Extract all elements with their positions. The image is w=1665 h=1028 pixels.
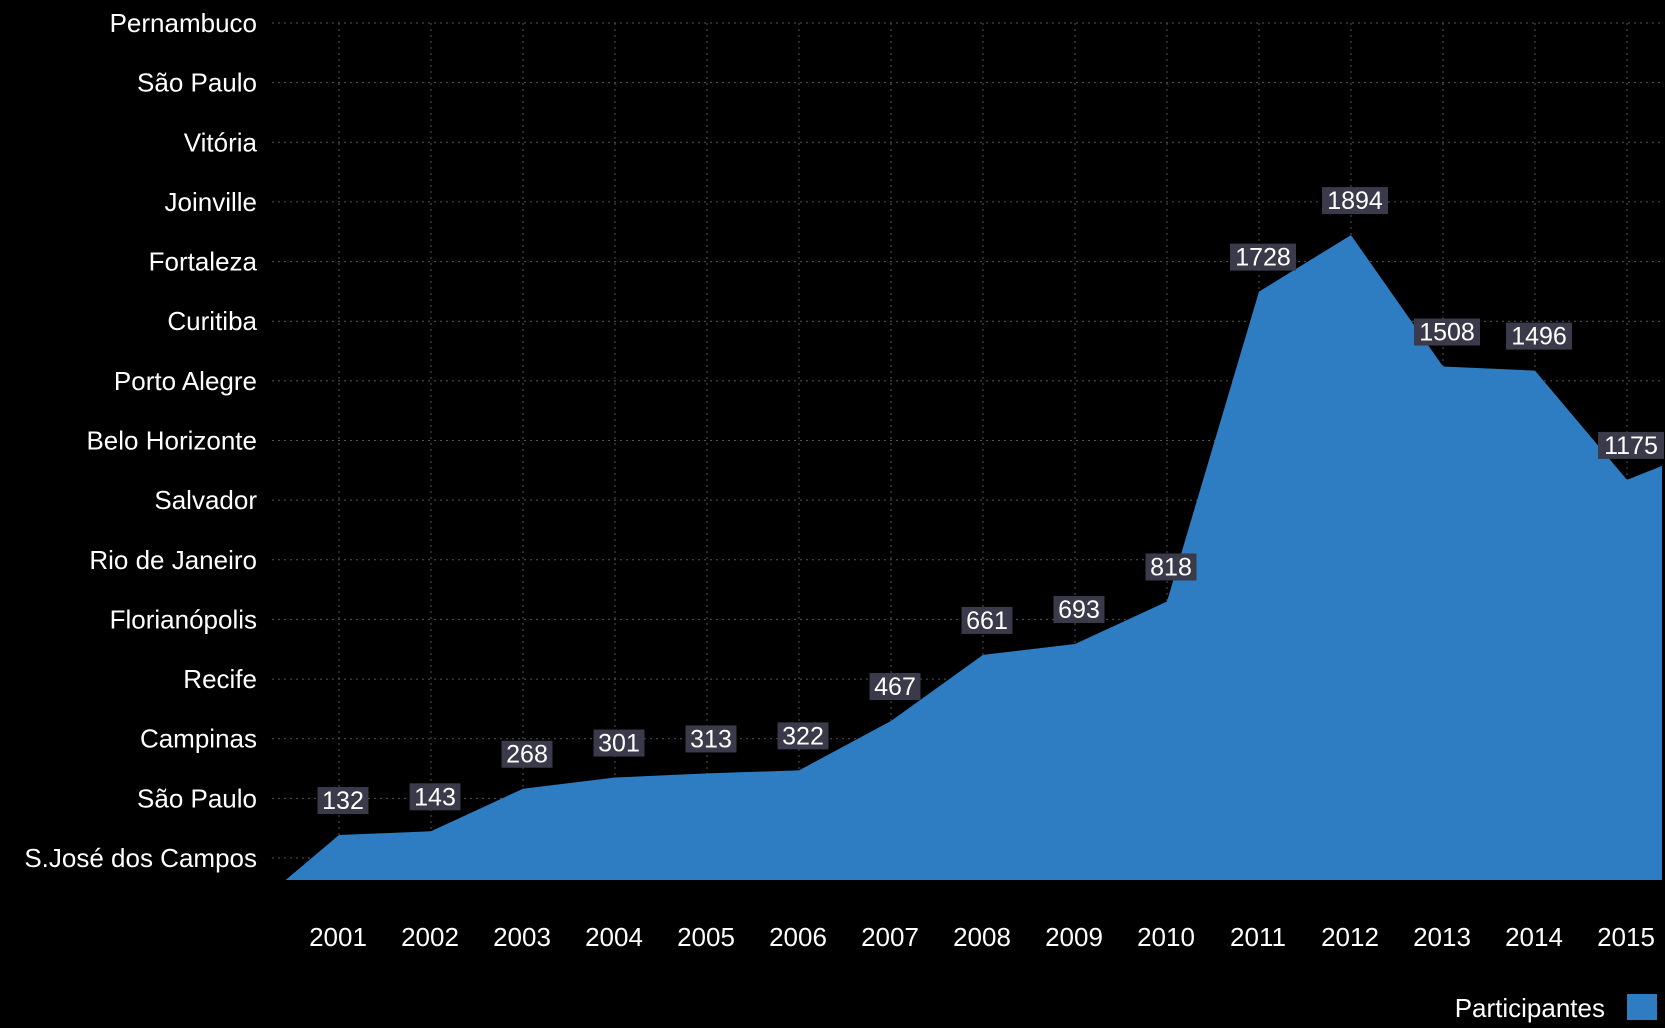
data-label-box xyxy=(1598,431,1664,459)
data-label-box xyxy=(501,740,553,768)
data-label: 661 xyxy=(966,607,1008,635)
data-labels: 132 143 268 301 313 322 467 661 693 818 1728 1894 15… xyxy=(317,187,1664,815)
x-tick-label: 2006 xyxy=(769,922,827,952)
data-label-box xyxy=(961,606,1013,634)
data-label: 1728 xyxy=(1235,244,1291,272)
x-tick-label: 2014 xyxy=(1505,922,1563,952)
y-category-label: São Paulo xyxy=(137,783,257,813)
y-category-label: Porto Alegre xyxy=(114,366,257,396)
x-tick-label: 2008 xyxy=(953,922,1011,952)
data-label-box xyxy=(777,722,829,750)
data-label: 301 xyxy=(598,730,640,758)
data-label-box xyxy=(1230,243,1296,271)
data-label: 132 xyxy=(322,787,364,815)
x-tick-label: 2002 xyxy=(401,922,459,952)
data-label: 313 xyxy=(690,725,732,753)
y-category-label: Salvador xyxy=(154,485,257,515)
x-tick-label: 2005 xyxy=(677,922,735,952)
y-category-label: Curitiba xyxy=(167,306,257,336)
y-category-label: S.José dos Campos xyxy=(24,843,257,873)
y-category-label: Joinville xyxy=(165,187,258,217)
y-axis-labels: S.José dos Campos São Paulo Campinas Recife… xyxy=(24,8,257,873)
data-label: 1175 xyxy=(1604,432,1658,460)
data-label: 1894 xyxy=(1327,187,1383,215)
x-tick-label: 2013 xyxy=(1413,922,1471,952)
x-tick-label: 2012 xyxy=(1321,922,1379,952)
x-tick-label: 2009 xyxy=(1045,922,1103,952)
legend: Participantes xyxy=(1455,993,1657,1023)
data-label-box xyxy=(1053,596,1105,624)
y-category-label: Belo Horizonte xyxy=(86,426,257,456)
y-category-label: Pernambuco xyxy=(110,8,257,38)
data-label-box xyxy=(685,725,737,753)
data-label-box xyxy=(409,783,461,811)
data-label: 143 xyxy=(414,783,456,811)
data-label-box xyxy=(1145,553,1197,581)
legend-swatch xyxy=(1627,994,1657,1020)
y-category-label: Recife xyxy=(183,664,257,694)
legend-label: Participantes xyxy=(1455,993,1605,1023)
data-label-box xyxy=(1506,322,1572,350)
data-label: 1508 xyxy=(1419,319,1475,347)
x-tick-label: 2004 xyxy=(585,922,643,952)
y-category-label: Campinas xyxy=(140,724,257,754)
data-label: 467 xyxy=(874,673,916,701)
y-category-label: Florianópolis xyxy=(110,604,257,634)
x-tick-label: 2007 xyxy=(861,922,919,952)
y-category-label: Rio de Janeiro xyxy=(89,545,257,575)
area-series xyxy=(285,235,1662,880)
x-tick-label: 2001 xyxy=(309,922,367,952)
data-label: 693 xyxy=(1058,596,1100,624)
data-label: 322 xyxy=(782,722,824,750)
data-label-box xyxy=(593,729,645,757)
x-tick-label: 2011 xyxy=(1230,922,1286,952)
y-category-label: São Paulo xyxy=(137,68,257,98)
data-label-box xyxy=(317,787,369,815)
data-label-box xyxy=(1322,187,1388,215)
data-label: 1496 xyxy=(1511,323,1567,351)
x-tick-label: 2015 xyxy=(1597,922,1655,952)
y-category-label: Vitória xyxy=(184,127,258,157)
data-label: 268 xyxy=(506,741,548,769)
data-label-box xyxy=(1414,318,1480,346)
y-category-label: Fortaleza xyxy=(149,247,258,277)
data-label: 818 xyxy=(1150,553,1192,581)
x-axis-labels: 2001 2002 2003 2004 2005 2006 2007 2008 2009 2010… xyxy=(309,922,1655,952)
area-fill xyxy=(285,235,1662,880)
x-tick-label: 2003 xyxy=(493,922,551,952)
data-label-box xyxy=(869,672,921,700)
x-tick-label: 2010 xyxy=(1137,922,1195,952)
